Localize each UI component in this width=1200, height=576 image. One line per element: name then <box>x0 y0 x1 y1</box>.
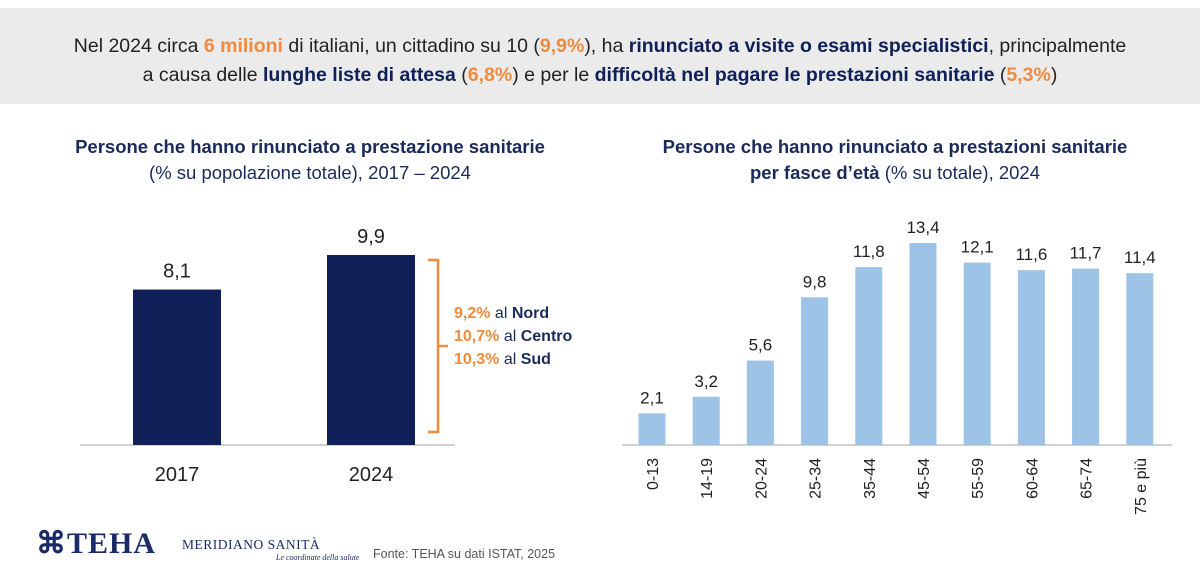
headline-text: ) <box>1050 64 1058 86</box>
bar-2024 <box>327 255 415 445</box>
region-text: al <box>499 351 521 368</box>
headline-text: Nel 2024 circa <box>73 35 204 57</box>
meridiano-sanita-logo: MERIDIANO SANITÀ <box>182 537 321 552</box>
region-pct: 10,3% <box>454 351 500 368</box>
region-name: Sud <box>520 351 551 368</box>
bar-age-45-54 <box>909 243 937 445</box>
x-tick-label: 55-59 <box>970 458 987 499</box>
x-tick-label: 65-74 <box>1079 458 1096 499</box>
bar-age-60-64 <box>1017 270 1045 445</box>
region-row-centro: 10,7% al Centro <box>454 325 572 348</box>
x-tick-label: 25-34 <box>808 458 825 499</box>
headline-text: a causa delle <box>142 64 263 86</box>
x-tick-label: 2024 <box>349 464 394 486</box>
headline-banner: Nel 2024 circa 6 milioni di italiani, un… <box>0 8 1200 104</box>
headline-text: ( <box>994 64 1007 86</box>
right-chart-title-bold: per fasce d’età <box>750 162 880 183</box>
bar-age-14-19 <box>692 396 720 445</box>
bar-age-75 e più <box>1126 273 1154 445</box>
x-tick-label: 14-19 <box>699 458 716 499</box>
region-bracket <box>428 258 448 434</box>
bar-value-label: 2,1 <box>640 388 664 407</box>
right-chart-title-line-1: Persone che hanno rinunciato a prestazio… <box>662 136 1128 157</box>
bar-age-35-44 <box>855 267 883 445</box>
x-tick-label: 45-54 <box>916 458 933 499</box>
bar-value-label: 8,1 <box>163 261 191 283</box>
headline-highlight: 5,3% <box>1006 64 1051 86</box>
left-chart-title-line-1: Persone che hanno rinunciato a prestazio… <box>75 136 545 157</box>
headline-highlight: 6,8% <box>467 64 513 86</box>
region-text: al <box>490 305 512 322</box>
x-tick-label: 2017 <box>155 464 200 486</box>
meridiano-sanita-tagline: Le coordinate della salute <box>276 553 360 562</box>
right-chart-title: Persone che hanno rinunciato a prestazio… <box>610 134 1180 186</box>
bar-age-65-74 <box>1072 268 1100 445</box>
source-note: Fonte: TEHA su dati ISTAT, 2025 <box>373 547 556 561</box>
bar-age-0-13 <box>638 413 666 445</box>
bar-value-label: 13,4 <box>906 218 939 237</box>
bar-age-20-24 <box>746 360 774 445</box>
headline-text: ( <box>455 64 468 86</box>
bar-value-label: 9,9 <box>357 226 385 248</box>
x-tick-label: 60-64 <box>1024 458 1041 499</box>
region-row-nord: 9,2% al Nord <box>454 302 572 325</box>
region-pct: 9,2% <box>454 305 491 322</box>
bar-2017 <box>133 289 221 445</box>
x-tick-label: 0-13 <box>645 458 662 490</box>
headline-line-1: Nel 2024 circa 6 milioni di italiani, un… <box>18 32 1182 61</box>
headline-text: ), ha <box>584 35 629 57</box>
bar-value-label: 11,7 <box>1070 244 1102 263</box>
region-row-sud: 10,3% al Sud <box>454 348 572 371</box>
headline-bold: rinunciato a visite o esami specialistic… <box>628 35 989 57</box>
region-text: al <box>499 328 521 345</box>
x-tick-label: 35-44 <box>862 458 879 499</box>
x-tick-label: 20-24 <box>753 458 770 499</box>
headline-bold: difficoltà nel pagare le prestazioni san… <box>594 64 995 86</box>
bar-age-25-34 <box>801 297 829 445</box>
headline-text: di italiani, un cittadino su 10 ( <box>282 35 540 57</box>
headline-line-2: a causa delle lunghe liste di attesa (6,… <box>18 61 1182 90</box>
bar-value-label: 3,2 <box>694 372 718 391</box>
regional-breakdown: 9,2% al Nord 10,7% al Centro 10,3% al Su… <box>454 302 572 371</box>
headline-highlight: 6 milioni <box>203 35 283 57</box>
region-pct: 10,7% <box>454 328 500 345</box>
left-chart-subtitle: (% su popolazione totale), 2017 – 2024 <box>149 162 471 183</box>
bar-value-label: 11,8 <box>853 242 885 261</box>
headline-text: , principalmente <box>988 35 1127 57</box>
headline-bold: lunghe liste di attesa <box>262 64 456 86</box>
bar-value-label: 11,6 <box>1015 245 1047 264</box>
teha-logo: ⌘TEHA <box>36 527 157 560</box>
left-chart-title: Persone che hanno rinunciato a prestazio… <box>20 134 600 186</box>
region-name: Nord <box>511 305 550 322</box>
headline-text: ) e per le <box>512 64 595 86</box>
region-name: Centro <box>520 328 573 345</box>
bar-age-55-59 <box>963 262 991 445</box>
right-chart-subtitle: (% su totale), 2024 <box>879 162 1040 183</box>
headline-highlight: 9,9% <box>539 35 585 57</box>
bar-value-label: 9,8 <box>803 272 827 291</box>
bar-value-label: 12,1 <box>961 238 994 257</box>
bar-value-label: 11,4 <box>1124 248 1156 267</box>
x-tick-label: 75 e più <box>1133 458 1150 515</box>
bar-value-label: 5,6 <box>749 336 773 355</box>
